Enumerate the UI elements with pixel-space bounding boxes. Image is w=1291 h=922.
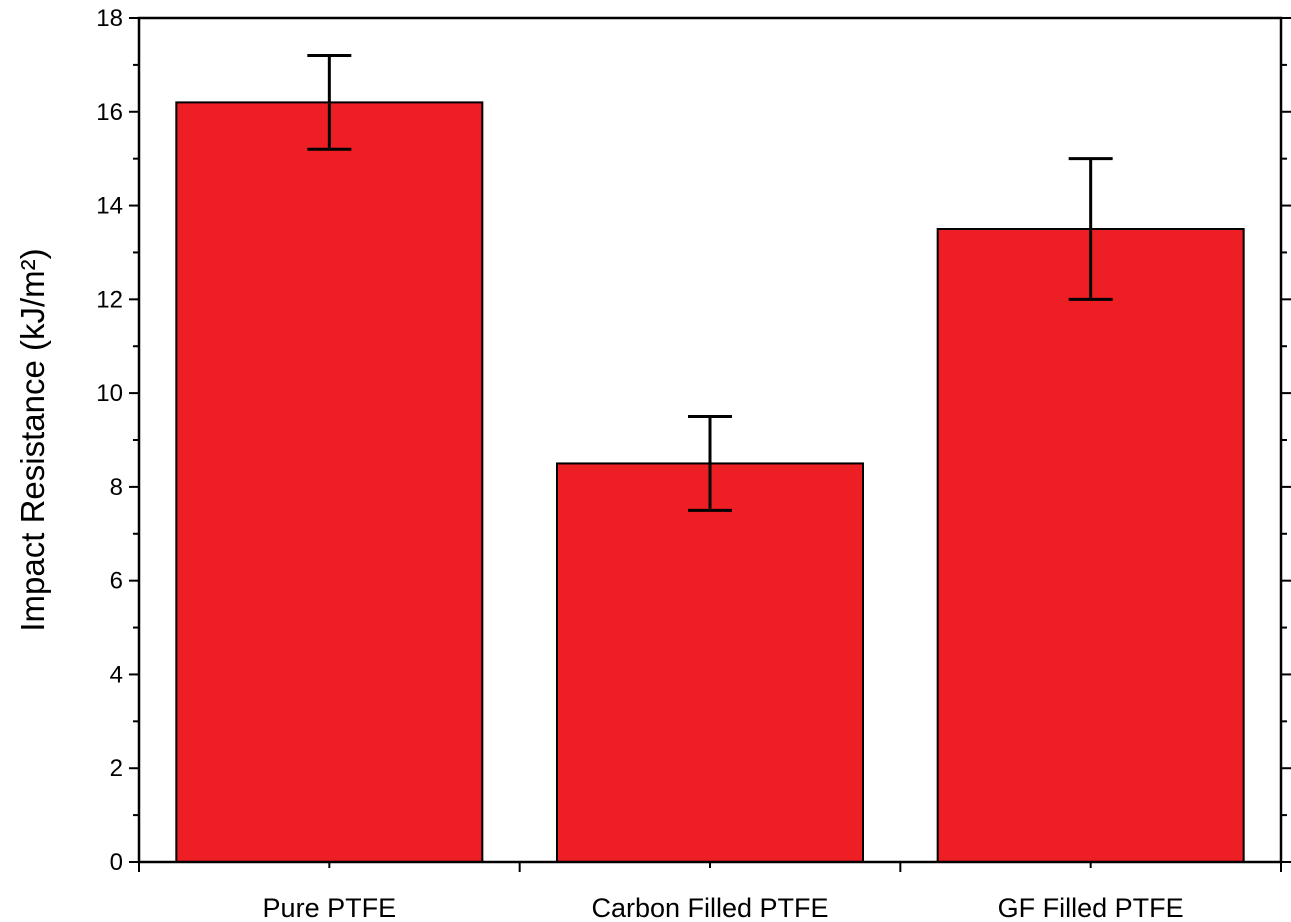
y-tick-label: 2 xyxy=(110,755,123,782)
y-tick-label: 16 xyxy=(96,99,123,126)
category-labels: Pure PTFE Carbon Filled PTFE GF Filled PTF… xyxy=(263,893,1184,922)
y-tick-label: 4 xyxy=(110,661,123,688)
bar-0 xyxy=(175,101,484,863)
y-tick-label: 8 xyxy=(110,474,123,501)
ticks-layer xyxy=(129,17,1291,872)
y-tick-label: 12 xyxy=(96,286,123,313)
category-label-2: GF Filled PTFE xyxy=(998,893,1184,922)
category-label-1: Carbon Filled PTFE xyxy=(591,893,828,922)
bar-2 xyxy=(936,228,1245,863)
error-bars-layer xyxy=(307,54,1113,512)
y-tick-label: 6 xyxy=(110,568,123,595)
y-axis-title: Impact Resistance (kJ/m²) xyxy=(14,248,51,631)
category-label-0: Pure PTFE xyxy=(263,893,397,922)
y-tick-label: 14 xyxy=(96,193,123,220)
y-tick-label: 18 xyxy=(96,5,123,32)
bar-1 xyxy=(556,462,864,863)
y-tick-label: 0 xyxy=(110,849,123,876)
y-tick-label: 10 xyxy=(96,380,123,407)
y-tick-labels: 0 2 4 6 8 10 12 14 16 18 xyxy=(96,5,123,876)
